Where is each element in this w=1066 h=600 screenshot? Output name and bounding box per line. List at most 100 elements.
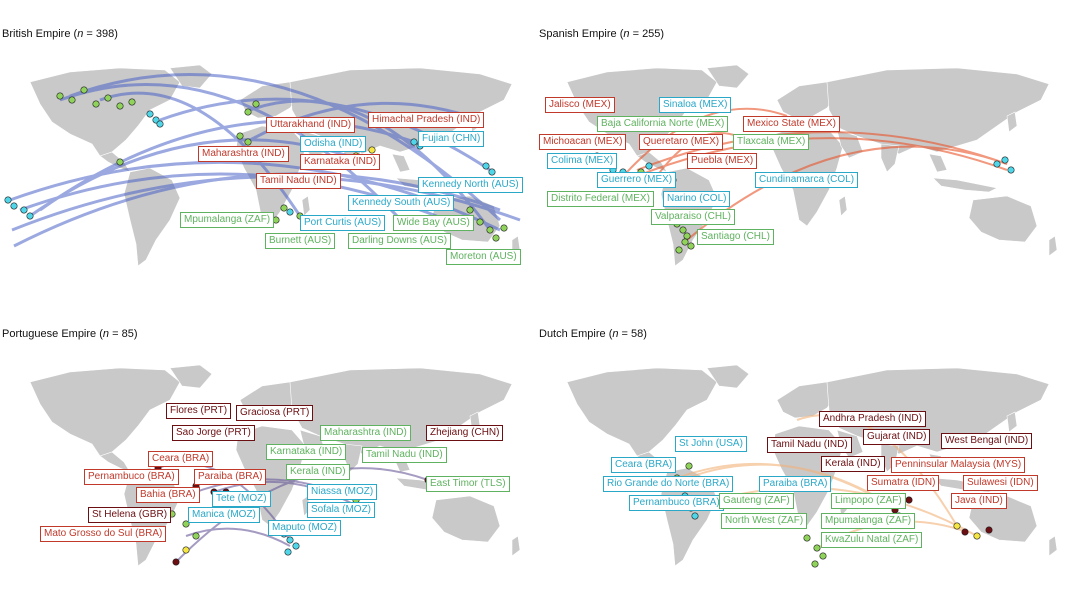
site-point [961,528,969,536]
land-north-america [29,67,181,157]
land-japan [1006,111,1018,133]
map-label: Narino (COL) [663,191,731,207]
land-indonesia [932,177,998,193]
land-japan [1006,411,1018,433]
panel-title-name: Portuguese Empire [2,328,97,340]
site-point [813,544,821,552]
map-label: Fujian (CHN) [418,131,485,147]
map-label: Jalisco (MEX) [545,97,615,113]
site-point [687,242,695,250]
route-line [636,137,1008,177]
site-point [488,168,496,176]
site-point [252,100,260,108]
map-label: Graciosa (PRT) [236,405,314,421]
map-label: Maharashtra (IND) [320,425,411,441]
panel-title: Portuguese Empire (n = 85) [2,328,138,340]
land-greenland [706,64,750,89]
site-point [116,102,124,110]
panel-title-name: Dutch Empire [539,328,606,340]
site-point [486,226,494,234]
site-point [116,158,124,166]
site-point [953,522,961,530]
map-label: Niassa (MOZ) [307,484,378,500]
route-line [636,131,1008,171]
site-point [993,160,1001,168]
land-europe [776,81,838,119]
site-point [500,224,508,232]
site-point [811,560,819,568]
land-asia [826,67,1050,155]
panel-title-n: 58 [631,328,644,340]
site-point [681,238,689,246]
site-point [128,98,136,106]
panel-title-n: 398 [95,28,115,40]
site-point [236,132,244,140]
site-point [80,86,88,94]
map-label: Valparaiso (CHL) [651,209,735,225]
map-label: Zhejiang (CHN) [426,425,504,441]
site-point [675,246,683,254]
map-label: Kerala (IND) [821,456,885,472]
panel-title: Dutch Empire (n = 58) [539,328,647,340]
site-point [146,110,154,118]
map-label: Port Curtis (AUS) [300,215,386,231]
route-line [626,107,788,173]
site-point [905,496,913,504]
land-madagascar [301,195,311,217]
map-label: Tlaxcala (MEX) [733,134,810,150]
map-label: Mpumalanga (ZAF) [180,212,275,228]
map-label: Queretaro (MEX) [639,134,724,150]
world-map [29,364,521,567]
map-label: Michoacan (MEX) [539,134,627,150]
panel-title: Spanish Empire (n = 255) [539,28,665,40]
map-label: Karnataka (IND) [266,444,347,460]
map-label: Sao Jorge (PRT) [172,425,255,441]
map-label: Kerala (IND) [286,464,350,480]
map-label: Maharashtra (IND) [198,146,289,162]
site-point [482,162,490,170]
route-line [185,527,291,547]
site-point [1001,156,1009,164]
map-label: Wide Bay (AUS) [393,215,474,231]
site-point [683,232,691,240]
map-label: Karnataka (IND) [300,154,381,170]
map-label: Java (IND) [951,493,1007,509]
site-point [286,536,294,544]
map-label: North West (ZAF) [721,513,808,529]
map-label: Penninsular Malaysia (MYS) [891,457,1026,473]
site-point [286,208,294,216]
map-label: Cundinamarca (COL) [755,172,859,188]
site-point [476,218,484,226]
map-label: Burnett (AUS) [265,233,336,249]
map-label: Baja California Norte (MEX) [597,116,729,132]
site-point [156,120,164,128]
site-point [10,202,18,210]
site-point [410,138,418,146]
panel-spanish-empire: Spanish Empire (n = 255) Jalisco (MEX) S… [537,0,1066,300]
map-label: Limpopo (ZAF) [831,493,906,509]
panel-title-name: Spanish Empire [539,28,617,40]
land-north-america [566,367,718,457]
map-label: Colima (MEX) [547,153,618,169]
land-south-america [123,167,181,267]
site-point [292,542,300,550]
map-label: Sulawesi (IDN) [963,475,1038,491]
land-australia [431,495,501,543]
land-europe [776,381,838,419]
panel-dutch-empire: Dutch Empire (n = 58) Andhra Pradesh (IN… [537,300,1066,600]
panel-portuguese-empire: Portuguese Empire (n = 85) Flores (PRT) … [0,300,533,600]
site-point [244,138,252,146]
site-point [26,212,34,220]
map-label: Tamil Nadu (IND) [256,173,341,189]
map-label: Sumatra (IDN) [867,475,940,491]
land-australia [968,195,1038,243]
map-label: Gauteng (ZAF) [719,493,794,509]
map-label: Pernambuco (BRA) [84,469,179,485]
land-new-zealand [1048,535,1058,557]
map-label: Tete (MOZ) [212,491,271,507]
map-label: Ceara (BRA) [611,457,677,473]
map-label: Mato Grosso do Sul (BRA) [40,526,167,542]
map-label: Uttarakhand (IND) [266,117,356,133]
map-label: Sinaloa (MEX) [659,97,732,113]
site-point [20,206,28,214]
